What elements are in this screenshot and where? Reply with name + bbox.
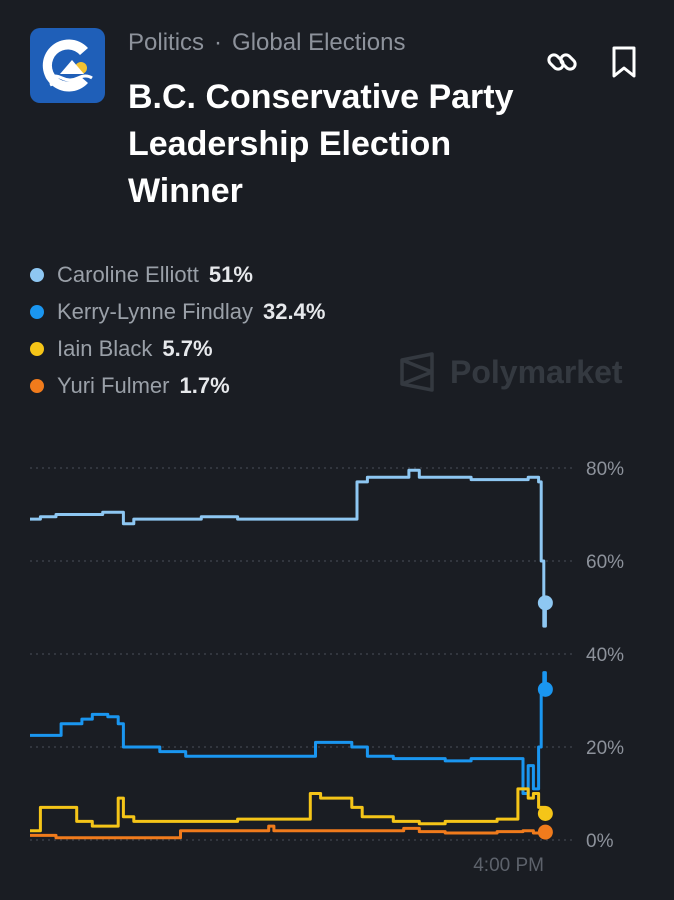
link-icon [547,53,577,71]
series-line-yuri-fulmer [30,824,547,840]
legend-item: Caroline Elliott 51% [30,256,325,293]
legend-value: 51% [208,261,253,287]
y-tick-label: 40% [586,645,624,666]
breadcrumb-category[interactable]: Politics [128,29,205,56]
bookmark-button[interactable] [606,44,642,80]
series-endpoint [537,824,553,840]
series-line-caroline-elliott [30,468,547,628]
bc-conservative-logo [30,28,105,103]
breadcrumb-subcategory[interactable]: Global Elections [232,29,406,56]
breadcrumb-separator: · [214,29,223,56]
price-chart[interactable]: 80% 60% 40% 20% 0% 4:00 PM [0,440,674,880]
polymarket-watermark: Polymarket [398,352,623,392]
legend-dot [30,267,44,282]
series-line-iain-black [30,787,547,833]
legend-value: 5.7% [162,335,213,361]
logo-c-shape [42,39,88,92]
logo-mountain [60,60,84,74]
watermark-text: Polymarket [450,353,623,390]
series-endpoint [537,595,553,611]
legend-item: Iain Black 5.7% [30,330,325,367]
series-endpoint [537,681,553,697]
legend-name: Yuri Fulmer [57,372,170,398]
breadcrumb: Politics · Global Elections [128,29,405,57]
legend-dot [30,378,44,393]
bookmark-icon [612,46,636,78]
legend-item: Yuri Fulmer 1.7% [30,367,325,404]
legend-item: Kerry-Lynne Findlay 32.4% [30,293,325,330]
legend-dot [30,304,44,319]
link-button[interactable] [544,44,580,80]
series-endpoint [537,805,553,821]
y-tick-label: 80% [586,459,624,480]
logo-wave-2 [49,81,83,89]
y-tick-label: 20% [586,738,624,759]
legend-value: 1.7% [179,372,230,398]
page-title: B.C. Conservative Party Leadership Elect… [128,78,514,210]
series-line-kerry-lynne-findlay [30,671,547,795]
legend-dot [30,341,44,356]
legend-name: Caroline Elliott [57,261,199,287]
legend: Caroline Elliott 51% Kerry-Lynne Findlay… [30,256,325,404]
legend-name: Kerry-Lynne Findlay [57,298,254,324]
legend-value: 32.4% [263,298,326,324]
y-tick-label: 60% [586,552,624,573]
logo-wave-1 [45,74,93,82]
polymarket-logo-icon [400,352,434,392]
y-tick-label: 0% [586,831,614,852]
legend-name: Iain Black [57,335,153,361]
x-tick-label: 4:00 PM [473,855,544,876]
